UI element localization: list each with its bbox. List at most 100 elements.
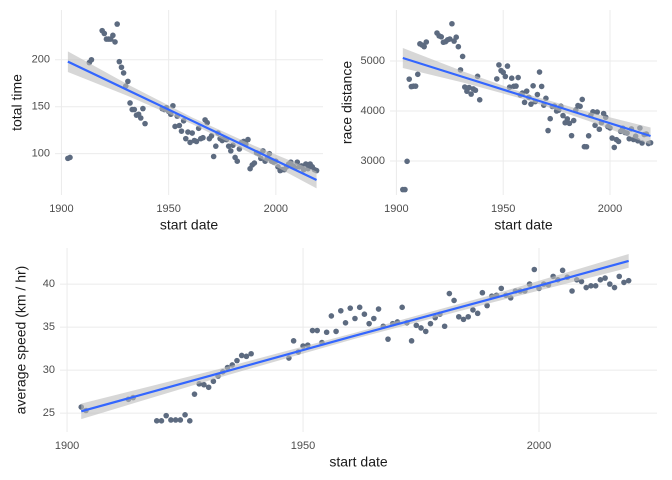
data-point <box>120 70 127 76</box>
data-point <box>530 83 536 89</box>
data-point <box>564 116 571 122</box>
data-point <box>616 273 623 280</box>
data-point <box>466 84 472 91</box>
data-point <box>453 34 460 40</box>
x-tick-label: 1950 <box>156 203 180 215</box>
data-point <box>404 158 410 165</box>
data-point <box>515 74 521 81</box>
data-point <box>423 39 430 45</box>
data-point <box>560 112 566 119</box>
data-point <box>234 158 241 164</box>
data-point <box>412 83 419 89</box>
y-axis-title: total time <box>9 74 25 131</box>
data-point <box>213 143 219 149</box>
data-point <box>528 101 534 107</box>
data-point <box>352 315 358 322</box>
data-point <box>479 289 486 296</box>
data-point <box>588 283 594 289</box>
data-point <box>347 305 354 311</box>
data-point <box>418 325 424 331</box>
data-point <box>176 122 183 129</box>
data-point <box>101 30 108 37</box>
data-point <box>200 134 206 141</box>
data-point <box>460 316 467 323</box>
data-point <box>172 123 178 130</box>
data-point <box>210 378 217 385</box>
data-point <box>137 115 144 121</box>
data-point <box>114 21 120 27</box>
data-point <box>559 267 566 274</box>
data-point <box>523 88 530 94</box>
data-point <box>112 39 118 45</box>
data-point <box>568 132 575 139</box>
x-tick-label: 1900 <box>49 203 73 215</box>
data-point <box>333 328 339 335</box>
data-point <box>228 148 234 154</box>
data-point <box>461 84 468 90</box>
data-point <box>455 43 462 50</box>
data-point <box>583 143 590 150</box>
data-point <box>186 418 193 424</box>
data-point <box>545 127 551 134</box>
data-point <box>534 91 541 98</box>
data-point <box>356 304 363 311</box>
data-point <box>140 105 146 112</box>
data-point <box>602 275 608 281</box>
x-axis-title: start date <box>160 217 219 233</box>
data-point <box>172 417 179 423</box>
data-point <box>470 307 476 313</box>
data-point <box>494 76 500 82</box>
data-point <box>621 279 627 286</box>
data-point <box>290 338 297 344</box>
data-point <box>314 327 321 334</box>
x-tick-label: 1950 <box>291 440 315 452</box>
y-tick-label: 3000 <box>361 155 385 167</box>
data-point <box>116 58 123 65</box>
trend-line <box>67 60 318 181</box>
data-point <box>234 357 240 364</box>
data-point <box>521 99 528 106</box>
data-point <box>421 43 427 50</box>
data-point <box>191 391 198 397</box>
data-point <box>118 64 125 71</box>
x-tick-label: 1900 <box>55 440 79 452</box>
x-tick-label: 2000 <box>598 203 622 215</box>
data-point <box>153 418 160 424</box>
data-point <box>208 133 215 139</box>
data-point <box>375 306 382 312</box>
data-point <box>449 20 455 27</box>
data-point <box>210 153 217 160</box>
data-point <box>225 143 232 149</box>
data-point <box>508 75 515 81</box>
x-tick-label: 2000 <box>527 440 551 452</box>
data-point <box>309 327 316 334</box>
data-point <box>371 315 377 322</box>
data-point <box>127 100 133 106</box>
data-point <box>513 83 519 89</box>
y-axis-title: average speed (km / hr) <box>13 266 29 415</box>
data-point <box>168 417 174 423</box>
y-tick-label: 35 <box>43 321 55 333</box>
data-point <box>569 288 575 294</box>
data-point <box>476 97 483 103</box>
y-tick-label: 25 <box>43 407 55 419</box>
data-point <box>243 353 250 360</box>
data-point <box>596 126 603 133</box>
data-point <box>498 285 505 292</box>
data-point <box>566 120 573 127</box>
data-point <box>402 186 408 193</box>
x-tick-label: 1900 <box>384 203 408 215</box>
data-point <box>205 384 212 391</box>
data-point <box>399 304 405 311</box>
data-point <box>182 412 188 418</box>
data-point <box>611 284 618 291</box>
data-point <box>414 71 421 78</box>
trend-line <box>80 259 629 413</box>
data-point <box>125 78 131 85</box>
data-point <box>609 135 615 141</box>
data-point <box>110 32 116 39</box>
y-tick-label: 30 <box>43 364 55 376</box>
data-point <box>538 83 545 90</box>
data-point <box>328 313 335 319</box>
